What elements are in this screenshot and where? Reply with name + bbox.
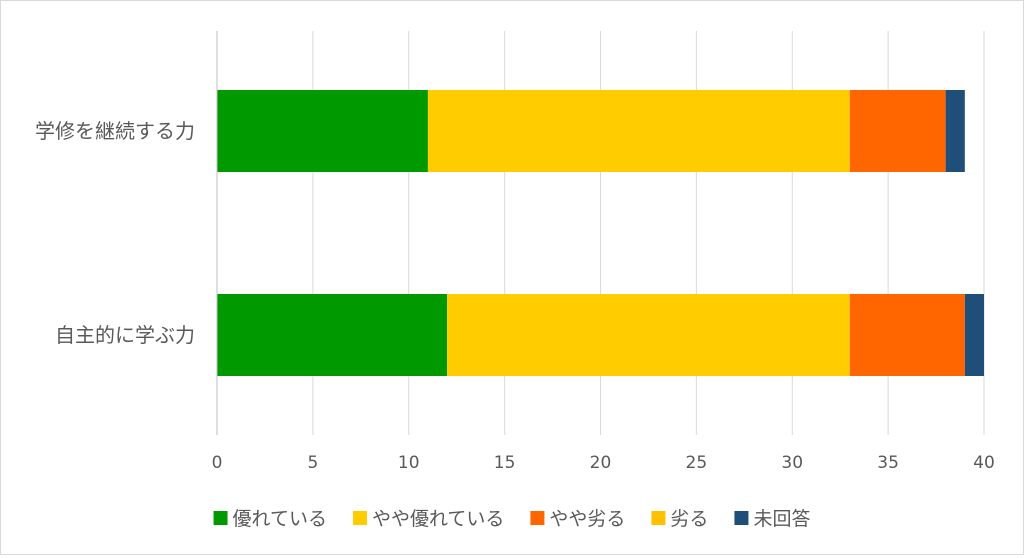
bar-1-series-1 xyxy=(217,90,428,172)
bar-1-series-2 xyxy=(427,90,850,172)
legend-label-4: 劣る xyxy=(670,508,708,530)
legend-label-2: やや優れている xyxy=(372,508,504,530)
legend-swatch-5 xyxy=(734,511,749,525)
legend-label-5: 未回答 xyxy=(753,508,810,530)
x-tick-labels: 0 5 10 15 20 25 30 35 40 xyxy=(212,453,995,473)
x-tick-label-0: 0 xyxy=(212,453,223,473)
x-tick-label-40: 40 xyxy=(973,453,995,473)
x-tick-label-35: 35 xyxy=(877,453,899,473)
bar-2-series-3 xyxy=(849,294,965,376)
x-tick-label-30: 30 xyxy=(781,453,803,473)
legend-label-3: やや劣る xyxy=(549,508,625,530)
x-tick-label-5: 5 xyxy=(307,453,318,473)
bar-2-series-2 xyxy=(447,294,850,376)
legend-swatch-3 xyxy=(530,511,545,525)
legend-swatch-1 xyxy=(213,511,228,525)
bar-1-series-3 xyxy=(849,90,946,172)
category-label-2: 自主的に学ぶ力 xyxy=(55,323,195,347)
legend-label-1: 優れている xyxy=(233,508,327,530)
legend-swatch-4 xyxy=(651,511,666,525)
legend-swatch-2 xyxy=(352,511,367,525)
legend: 優れている やや優れている やや劣る 劣る 未回答 xyxy=(213,508,810,530)
bar-2-series-1 xyxy=(217,294,448,376)
x-tick-label-25: 25 xyxy=(686,453,708,473)
x-tick-label-15: 15 xyxy=(494,453,516,473)
bars xyxy=(217,90,984,376)
x-tick-label-10: 10 xyxy=(398,453,420,473)
category-label-1: 学修を継続する力 xyxy=(35,119,195,143)
bar-2-series-5 xyxy=(964,294,984,376)
x-tick-label-20: 20 xyxy=(590,453,612,473)
bar-1-series-5 xyxy=(945,90,965,172)
